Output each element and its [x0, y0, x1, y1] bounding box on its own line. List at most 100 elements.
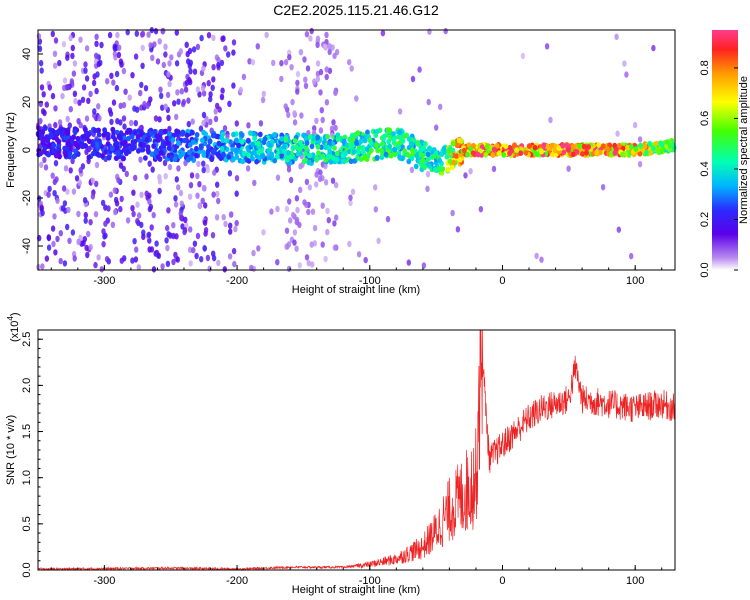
spectrogram-cell: [44, 255, 50, 262]
spectrogram-cell: [108, 191, 114, 198]
spectrogram-cell: [287, 198, 292, 205]
snr-line: [37, 329, 676, 572]
spectrogram-frame: [37, 29, 676, 271]
spectrogram-cell: [87, 138, 92, 145]
spectrogram-cell: [379, 147, 384, 154]
spectrogram-cell: [167, 60, 172, 67]
snr-frame: [37, 329, 676, 571]
spectrogram-cell: [396, 144, 401, 150]
spectrogram-cell: [58, 126, 64, 132]
spectrogram-cell: [290, 144, 296, 151]
spectrogram-cell: [292, 119, 298, 126]
spectrogram-cell: [121, 67, 127, 75]
spectrogram-cell: [206, 143, 211, 150]
spectrogram-cell: [123, 88, 128, 95]
spectrogram-cell: [332, 145, 337, 151]
spectrogram-cell: [399, 135, 405, 142]
spectrogram-cell: [200, 85, 206, 92]
spectrogram-cell: [165, 260, 171, 267]
spectrogram-cell: [105, 141, 111, 147]
spectrogram-cell: [323, 162, 328, 170]
spectrogram-cell: [207, 265, 212, 272]
spectrogram-cell: [314, 171, 319, 178]
spectrogram-cell: [406, 158, 412, 165]
spectrogram-cell: [182, 137, 188, 144]
spectrogram-cell: [288, 154, 294, 160]
spectrogram-cell: [284, 205, 290, 213]
spectrogram-cell: [234, 175, 240, 182]
spectrogram-cell: [550, 151, 555, 158]
spectrogram-cell: [138, 89, 143, 97]
spectrogram-cell: [55, 235, 60, 243]
spectrogram-cell: [70, 44, 76, 52]
spectrogram-cell: [298, 163, 303, 170]
spectrogram-cell: [414, 152, 420, 159]
spectrogram-cell: [181, 98, 186, 106]
spectrogram-cell: [83, 211, 89, 219]
spectrogram-cell: [334, 181, 339, 189]
spectrogram-cell: [176, 184, 181, 191]
spectrogram-cell: [160, 263, 165, 270]
spectrogram-cell: [283, 103, 288, 110]
snr-y-tick-label: 2.0: [21, 378, 33, 393]
spectrogram-cell: [166, 114, 171, 122]
spectrogram-cell: [195, 172, 200, 180]
spectrogram-cell: [70, 157, 75, 165]
spectrogram-cell: [96, 103, 101, 110]
spectrogram-cell: [409, 166, 415, 174]
spectrogram-cell: [387, 143, 393, 150]
spectrogram-cell: [92, 108, 97, 115]
spectrogram-cell: [616, 226, 621, 233]
spectrogram-cell: [48, 127, 53, 133]
spectrogram-cell: [174, 60, 180, 67]
spectrogram-cell: [256, 245, 261, 252]
spectrogram-cell: [192, 240, 198, 247]
spectrogram-cell: [315, 60, 321, 67]
spectrogram-cell: [310, 208, 316, 215]
spectrogram-cell: [51, 240, 56, 248]
spectrogram-cell: [216, 61, 221, 69]
spectrogram-cell: [274, 154, 280, 160]
spectrogram-cell: [433, 167, 438, 173]
spectrogram-cell: [85, 251, 90, 259]
svg-text:(x104): (x104): [6, 312, 21, 342]
spectrogram-cell: [203, 227, 209, 234]
spectrogram-cell: [174, 176, 179, 183]
spectrogram-cell: [96, 60, 102, 68]
spectrogram-cell: [306, 159, 312, 166]
spectrogram-y-tick-label: -20: [21, 190, 33, 206]
spectrogram-cells: [35, 26, 677, 273]
spectrogram-cell: [318, 127, 324, 134]
spectrogram-cell: [121, 165, 127, 173]
spectrogram-cell: [213, 115, 219, 123]
spectrogram-cell: [151, 143, 157, 149]
spectrogram-cell: [183, 86, 189, 93]
spectrogram-cell: [43, 164, 49, 171]
spectrogram-cell: [65, 141, 71, 148]
spectrogram-cell: [455, 226, 461, 233]
colorbar-ticks: 0.0 0.2 0.4 0.6 0.8: [699, 60, 738, 278]
spectrogram-cell: [165, 244, 170, 252]
spectrogram-cell: [241, 150, 247, 157]
spectrogram-cell: [654, 140, 660, 147]
spectrogram-cell: [111, 79, 116, 86]
spectrogram-cell: [163, 173, 168, 180]
spectrogram-cell: [53, 160, 59, 167]
spectrogram-cell: [92, 73, 97, 80]
spectrogram-cell: [594, 149, 600, 156]
spectrogram-cell: [65, 130, 71, 136]
spectrogram-cell: [201, 152, 207, 158]
spectrogram-cell: [392, 147, 398, 153]
spectrogram-cell: [271, 59, 276, 67]
spectrogram-cell: [341, 158, 347, 165]
spectrogram-cell: [322, 43, 327, 50]
spectrogram-cell: [356, 251, 362, 258]
spectrogram-cell: [222, 125, 228, 132]
spectrogram-cell: [231, 247, 237, 255]
spectrogram-cell: [362, 137, 368, 144]
spectrogram-cell: [262, 136, 268, 142]
spectrogram-cell: [211, 63, 216, 71]
spectrogram-cell: [221, 214, 226, 221]
spectrogram-cell: [156, 252, 161, 259]
spectrogram-cell: [216, 56, 221, 64]
